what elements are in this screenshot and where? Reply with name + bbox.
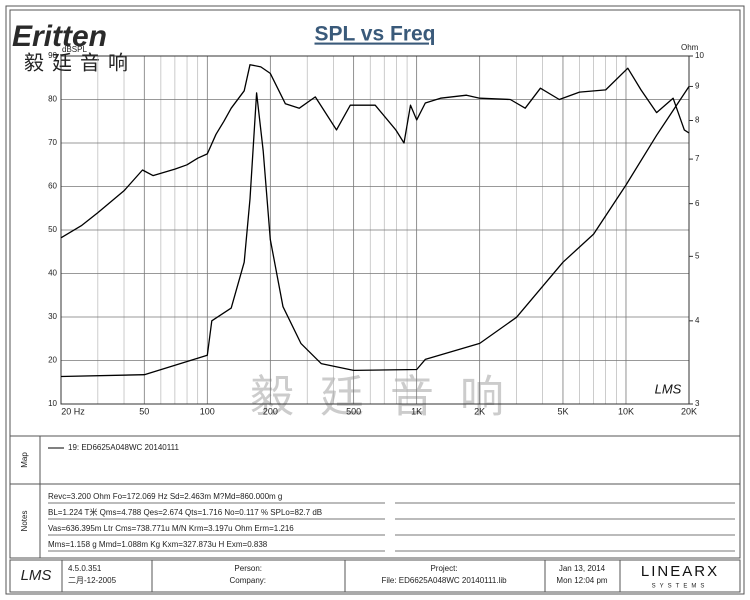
y-tick-label: 70 — [48, 138, 57, 147]
y-tick-label: 50 — [48, 225, 57, 234]
note-line: Mms=1.158 g Mmd=1.088m Kg Kxm=327.873u H… — [48, 540, 268, 549]
y-tick-label: 40 — [48, 269, 57, 278]
footer-version-date: 二月-12-2005 — [68, 576, 117, 585]
x-tick-label: 1K — [411, 406, 422, 416]
chart-title: SPL vs Freq — [315, 23, 436, 46]
y-tick-label: 10 — [48, 399, 57, 408]
y2-tick-label: 5 — [695, 251, 700, 260]
note-line: BL=1.224 T米 Qms=4.788 Qes=2.674 Qts=1.71… — [48, 507, 322, 517]
note-line: Revc=3.200 Ohm Fo=172.069 Hz Sd=2.463m M… — [48, 492, 282, 501]
footer-person: Person: — [234, 564, 262, 573]
y2-tick-label: 6 — [695, 199, 700, 208]
y2-tick-label: 10 — [695, 51, 704, 60]
logo-chinese: 毅廷音响 — [24, 51, 136, 74]
logo-brand: Eritten — [12, 20, 107, 53]
y2-axis-label: Ohm — [681, 43, 699, 52]
y-tick-label: 80 — [48, 95, 57, 104]
footer-time: Mon 12:04 pm — [556, 576, 607, 585]
x-tick-label: 5K — [557, 406, 568, 416]
y2-tick-label: 7 — [695, 154, 700, 163]
footer-brand: LINEARX — [641, 563, 719, 580]
footer-company: Company: — [230, 576, 266, 585]
plot-logo: LMS — [655, 381, 682, 396]
x-tick-label: 2K — [474, 406, 485, 416]
note-line: Vas=636.395m Ltr Cms=738.771u M/N Krm=3.… — [48, 524, 294, 533]
plot-frame — [60, 55, 690, 405]
footer-date: Jan 13, 2014 — [559, 564, 606, 573]
x-tick-label: 20K — [681, 406, 697, 416]
map-label: Map — [20, 452, 29, 468]
y2-tick-label: 8 — [695, 116, 700, 125]
footer-project: Project: — [430, 564, 457, 573]
x-tick-label: 200 — [263, 406, 278, 416]
notes-frame — [9, 483, 741, 559]
y2-tick-label: 3 — [695, 399, 700, 408]
y2-tick-label: 9 — [695, 82, 700, 91]
footer-brand-sub: SYSTEMS — [652, 584, 709, 590]
x-tick-label: 100 — [200, 406, 215, 416]
y2-tick-label: 4 — [695, 316, 700, 325]
x-tick-label: 500 — [346, 406, 361, 416]
y-tick-label: 90 — [48, 51, 57, 60]
footer-logo: LMS — [21, 567, 52, 584]
footer-dividers — [61, 560, 621, 592]
x-tick-label: 20 Hz — [61, 406, 85, 416]
outer-frame — [5, 5, 745, 595]
notes-label: Notes — [20, 511, 29, 532]
watermark: 毅 廷 音 响 — [250, 372, 510, 423]
x-tick-label: 50 — [139, 406, 149, 416]
y-tick-label: 60 — [48, 182, 57, 191]
map-entry: 19: ED6625A048WC 20140111 — [68, 443, 179, 452]
x-tick-label: 10K — [618, 406, 634, 416]
series-line — [60, 86, 690, 378]
footer-file: File: ED6625A048WC 20140111.lib — [381, 576, 507, 585]
series-line — [60, 64, 690, 239]
footer-frame — [9, 559, 741, 593]
y-tick-label: 30 — [48, 312, 57, 321]
y-tick-label: 20 — [48, 356, 57, 365]
notes-lines: Revc=3.200 Ohm Fo=172.069 Hz Sd=2.463m M… — [48, 492, 735, 552]
footer-version: 4.5.0.351 — [68, 564, 102, 573]
y-axis-label: dBSPL — [62, 45, 87, 54]
